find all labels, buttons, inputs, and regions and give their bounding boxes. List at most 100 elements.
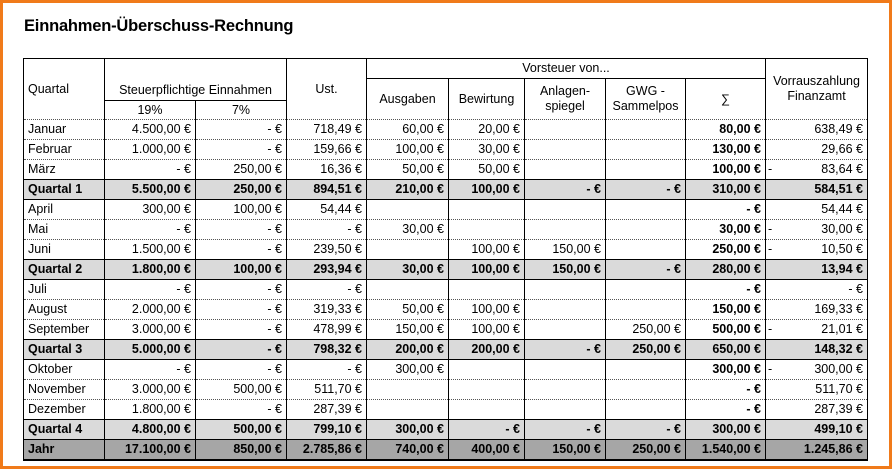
cell-anlagenspiegel: - €: [524, 179, 606, 200]
cell-ausgaben: [366, 279, 449, 300]
cell-bewirtung: - €: [448, 419, 525, 440]
cell-einnahmen-19: - €: [104, 279, 196, 300]
cell-anlagenspiegel: 150,00 €: [524, 239, 606, 260]
cell-anlagenspiegel: [524, 399, 606, 420]
cell-einnahmen-19: 2.000,00 €: [104, 299, 196, 320]
cell-vorrauszahlung: 1.245,86 €: [765, 439, 868, 461]
cell-ust: 478,99 €: [286, 319, 367, 340]
cell-einnahmen-19: 5.500,00 €: [104, 179, 196, 200]
cell-vorrauszahlung: 511,70 €: [765, 379, 868, 400]
header-vorraus-line2: Finanzamt: [787, 89, 846, 103]
cell-vorrauszahlung: 13,94 €: [765, 259, 868, 280]
cell-ust: 718,49 €: [286, 119, 367, 140]
header-vorrauszahlung: Vorrauszahlung Finanzamt: [765, 58, 868, 120]
table-row: Januar 4.500,00 € - €718,49 €60,00 €20,00 …: [23, 119, 868, 140]
cell-einnahmen-7: 100,00 €: [195, 199, 287, 220]
cell-bewirtung: 50,00 €: [448, 159, 525, 180]
row-label: November: [23, 379, 105, 400]
cell-einnahmen-7: - €: [195, 299, 287, 320]
row-label: Jahr: [23, 439, 105, 461]
cell-vorrauszahlung: 499,10 €: [765, 419, 868, 440]
row-label: Februar: [23, 139, 105, 160]
cell-einnahmen-19: 5.000,00 €: [104, 339, 196, 360]
cell-vorrauszahlung: - €: [765, 279, 868, 300]
cell-vorrauszahlung: 169,33 €: [765, 299, 868, 320]
sheet-title: Einnahmen-Überschuss-Rechnung: [24, 17, 294, 35]
row-label: Quartal 4: [23, 419, 105, 440]
cell-einnahmen-7: - €: [195, 359, 287, 380]
header-bewirtung: Bewirtung: [448, 78, 525, 120]
cell-summe: 80,00 €: [685, 119, 766, 140]
cell-ust: 239,50 €: [286, 239, 367, 260]
negative-sign: -: [768, 322, 773, 336]
cell-einnahmen-7: - €: [195, 239, 287, 260]
cell-anlagenspiegel: [524, 219, 606, 240]
cell-ust: - €: [286, 359, 367, 380]
cell-anlagenspiegel: - €: [524, 339, 606, 360]
header-ausgaben: Ausgaben: [366, 78, 449, 120]
cell-bewirtung: [448, 219, 525, 240]
row-label: Juli: [23, 279, 105, 300]
cell-ust: 16,36 €: [286, 159, 367, 180]
cell-bewirtung: 100,00 €: [448, 319, 525, 340]
cell-ausgaben: 740,00 €: [366, 439, 449, 461]
cell-ust: - €: [286, 219, 367, 240]
cell-gwg: [605, 239, 686, 260]
cell-ausgaben: [366, 399, 449, 420]
cell-summe: 250,00 €: [685, 239, 766, 260]
cell-anlagenspiegel: [524, 139, 606, 160]
header-einnahmen: Steuerpflichtige Einnahmen: [104, 58, 287, 101]
cell-gwg: [605, 119, 686, 140]
cell-bewirtung: 100,00 €: [448, 179, 525, 200]
negative-sign: -: [768, 242, 773, 256]
header-19: 19%: [104, 100, 196, 120]
cell-ausgaben: 30,00 €: [366, 259, 449, 280]
cell-einnahmen-19: 3.000,00 €: [104, 319, 196, 340]
cell-einnahmen-19: 17.100,00 €: [104, 439, 196, 461]
quarter-total-row: Quartal 2 1.800,00 €100,00 €293,94 €30,00…: [23, 259, 868, 280]
row-label: Oktober: [23, 359, 105, 380]
cell-anlagenspiegel: 150,00 €: [524, 439, 606, 461]
header-vorsteuer: Vorsteuer von...: [366, 58, 766, 79]
year-total-row: Jahr 17.100,00 €850,00 €2.785,86 €740,00 …: [23, 439, 868, 461]
cell-summe: 100,00 €: [685, 159, 766, 180]
row-label: Januar: [23, 119, 105, 140]
cell-ausgaben: 100,00 €: [366, 139, 449, 160]
cell-einnahmen-7: - €: [195, 219, 287, 240]
cell-anlagenspiegel: [524, 299, 606, 320]
cell-ausgaben: [366, 199, 449, 220]
cell-anlagenspiegel: 150,00 €: [524, 259, 606, 280]
cell-gwg: [605, 279, 686, 300]
cell-einnahmen-7: 850,00 €: [195, 439, 287, 461]
table-row: Dezember 1.800,00 € - €287,39 € - €287,39 €: [23, 399, 868, 420]
table-row: November 3.000,00 €500,00 €511,70 € - €511…: [23, 379, 868, 400]
header-vorraus-line1: Vorrauszahlung: [773, 74, 860, 88]
cell-bewirtung: 100,00 €: [448, 299, 525, 320]
cell-anlagenspiegel: - €: [524, 419, 606, 440]
cell-summe: 130,00 €: [685, 139, 766, 160]
row-label: August: [23, 299, 105, 320]
header-quartal: Quartal: [23, 58, 105, 120]
cell-gwg: [605, 299, 686, 320]
cell-anlagenspiegel: [524, 119, 606, 140]
cell-einnahmen-7: 500,00 €: [195, 419, 287, 440]
cell-ust: 798,32 €: [286, 339, 367, 360]
table-row: Juni 1.500,00 € - €239,50 € 100,00 €150,00 …: [23, 239, 868, 260]
table-row: Oktober - € - € - €300,00 €300,00 €300,00 €…: [23, 359, 868, 380]
cell-ust: 799,10 €: [286, 419, 367, 440]
cell-bewirtung: [448, 359, 525, 380]
cell-einnahmen-19: 3.000,00 €: [104, 379, 196, 400]
cell-einnahmen-7: - €: [195, 279, 287, 300]
cell-einnahmen-19: 1.500,00 €: [104, 239, 196, 260]
cell-gwg: [605, 159, 686, 180]
cell-einnahmen-7: - €: [195, 139, 287, 160]
quarter-total-row: Quartal 3 5.000,00 € - €798,32 €200,00 €20…: [23, 339, 868, 360]
cell-einnahmen-7: - €: [195, 399, 287, 420]
cell-einnahmen-7: - €: [195, 119, 287, 140]
table-row: Mai - € - € - €30,00 €30,00 €30,00 € -: [23, 219, 868, 240]
cell-einnahmen-7: - €: [195, 319, 287, 340]
cell-vorrauszahlung: 29,66 €: [765, 139, 868, 160]
cell-vorrauszahlung: 21,01 € -: [765, 319, 868, 340]
cell-einnahmen-7: - €: [195, 339, 287, 360]
cell-ausgaben: 200,00 €: [366, 339, 449, 360]
